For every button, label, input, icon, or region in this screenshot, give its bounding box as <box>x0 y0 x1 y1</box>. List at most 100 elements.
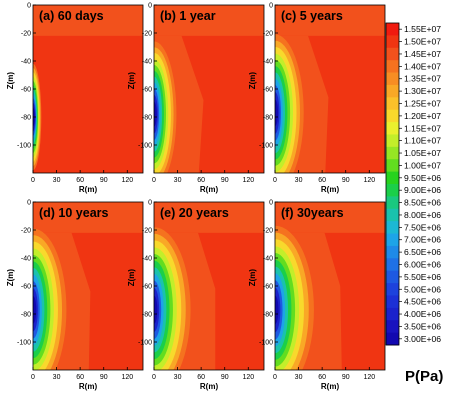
y-axis-label: Z(m) <box>248 269 257 287</box>
y-tick-label: -40 <box>21 256 31 263</box>
x-tick-label: 0 <box>31 177 35 184</box>
colorbar: 1.55E+07 1.50E+07 1.45E+07 1.40E+07 1.35E+07… <box>385 22 441 346</box>
panel: 0 30 60 90 120 0 -20 -40 -60 -80 -100 R(m) Z(m) (d) 1… <box>6 200 144 391</box>
panel-label: (b) 1 year <box>160 9 216 23</box>
y-tick-label: 0 <box>27 3 31 10</box>
panel: 0 30 60 90 120 0 -20 -40 -60 -80 -100 R(m) Z(m) (c) 5… <box>248 3 386 194</box>
panel-label: (a) 60 days <box>39 9 104 23</box>
x-tick-label: 90 <box>221 374 229 381</box>
x-tick-label: 60 <box>76 374 84 381</box>
y-tick-label: -20 <box>263 228 273 235</box>
colorbar-level-label: 7.00E+06 <box>404 235 441 245</box>
x-tick-label: 90 <box>221 177 229 184</box>
x-tick-label: 90 <box>342 374 350 381</box>
colorbar-level-label: 1.40E+07 <box>404 61 441 71</box>
x-tick-label: 60 <box>76 177 84 184</box>
panel-label: (c) 5 years <box>281 9 343 23</box>
colorbar-swatch <box>386 245 399 259</box>
colorbar-title: P(Pa) <box>405 368 443 385</box>
colorbar-level-label: 4.00E+06 <box>404 309 441 319</box>
colorbar-level-label: 1.35E+07 <box>404 74 441 84</box>
y-tick-label: 0 <box>269 3 273 10</box>
colorbar-swatch <box>386 146 399 160</box>
x-tick-label: 30 <box>174 374 182 381</box>
colorbar-swatch <box>386 97 399 111</box>
panel-label: (e) 20 years <box>160 206 229 220</box>
colorbar-swatch <box>386 320 399 334</box>
colorbar-swatch <box>386 159 399 173</box>
pressure-contour <box>154 101 157 127</box>
y-tick-label: -40 <box>142 59 152 66</box>
colorbar-swatch <box>386 47 399 61</box>
colorbar-level-label: 6.50E+06 <box>404 247 441 257</box>
colorbar-level-label: 1.25E+07 <box>404 99 441 109</box>
x-tick-label: 120 <box>242 177 254 184</box>
x-tick-label: 30 <box>174 177 182 184</box>
colorbar-swatch <box>386 258 399 272</box>
y-tick-label: -100 <box>138 143 152 150</box>
x-tick-label: 120 <box>242 374 254 381</box>
y-tick-label: 0 <box>148 200 152 207</box>
y-tick-label: -20 <box>263 31 273 38</box>
colorbar-swatch <box>386 332 399 346</box>
colorbar-level-label: 8.00E+06 <box>404 210 441 220</box>
panel-label: (f) 30years <box>281 206 344 220</box>
y-tick-label: -60 <box>263 87 273 94</box>
colorbar-level-label: 1.55E+07 <box>404 24 441 34</box>
y-tick-label: 0 <box>27 200 31 207</box>
pressure-contour <box>33 295 37 324</box>
x-tick-label: 0 <box>273 177 277 184</box>
y-tick-label: -20 <box>21 228 31 235</box>
cap-layer <box>33 5 143 36</box>
y-tick-label: -40 <box>263 256 273 263</box>
colorbar-level-label: 1.00E+07 <box>404 160 441 170</box>
colorbar-level-label: 3.00E+06 <box>404 334 441 344</box>
x-tick-label: 60 <box>318 177 326 184</box>
panel: 0 30 60 90 120 0 -20 -40 -60 -80 -100 R(m) Z(m) (a) 6… <box>6 3 144 194</box>
colorbar-level-label: 1.30E+07 <box>404 86 441 96</box>
x-tick-label: 30 <box>295 177 303 184</box>
colorbar-swatch <box>386 233 399 247</box>
y-tick-label: -80 <box>142 115 152 122</box>
x-tick-label: 90 <box>100 177 108 184</box>
y-axis-label: Z(m) <box>248 72 257 90</box>
x-tick-label: 30 <box>53 177 61 184</box>
colorbar-swatch <box>386 109 399 123</box>
colorbar-swatch <box>386 208 399 222</box>
y-axis-label: Z(m) <box>6 269 15 287</box>
colorbar-swatch <box>386 184 399 197</box>
pressure-contour <box>154 295 158 324</box>
y-tick-label: -60 <box>21 87 31 94</box>
x-tick-label: 90 <box>342 177 350 184</box>
x-tick-label: 30 <box>295 374 303 381</box>
cap-layer <box>33 202 143 233</box>
y-tick-label: 0 <box>148 3 152 10</box>
y-tick-label: -40 <box>142 256 152 263</box>
x-axis-label: R(m) <box>200 185 219 194</box>
colorbar-frame <box>385 22 400 346</box>
x-tick-label: 0 <box>273 374 277 381</box>
panel-grid: 0 30 60 90 120 0 -20 -40 -60 -80 -100 R(m) Z(m) (a) 6… <box>6 3 386 391</box>
x-tick-label: 0 <box>152 177 156 184</box>
colorbar-swatch <box>386 270 399 284</box>
colorbar-level-label: 4.50E+06 <box>404 297 441 307</box>
colorbar-level-label: 9.00E+06 <box>404 185 441 195</box>
x-tick-label: 60 <box>197 177 205 184</box>
y-tick-label: -80 <box>21 312 31 319</box>
x-axis-label: R(m) <box>321 382 340 391</box>
y-tick-label: -60 <box>142 284 152 291</box>
y-tick-label: -60 <box>263 284 273 291</box>
colorbar-swatch <box>386 23 399 36</box>
colorbar-level-label: 1.15E+07 <box>404 123 441 133</box>
x-tick-label: 120 <box>121 374 133 381</box>
colorbar-level-label: 1.45E+07 <box>404 49 441 59</box>
colorbar-level-label: 1.20E+07 <box>404 111 441 121</box>
cap-layer <box>275 202 385 233</box>
y-axis-label: Z(m) <box>6 72 15 90</box>
pressure-contour <box>275 99 279 127</box>
y-tick-label: -60 <box>21 284 31 291</box>
y-tick-label: -20 <box>142 228 152 235</box>
colorbar-swatch <box>386 84 399 98</box>
y-tick-label: -100 <box>259 340 273 347</box>
